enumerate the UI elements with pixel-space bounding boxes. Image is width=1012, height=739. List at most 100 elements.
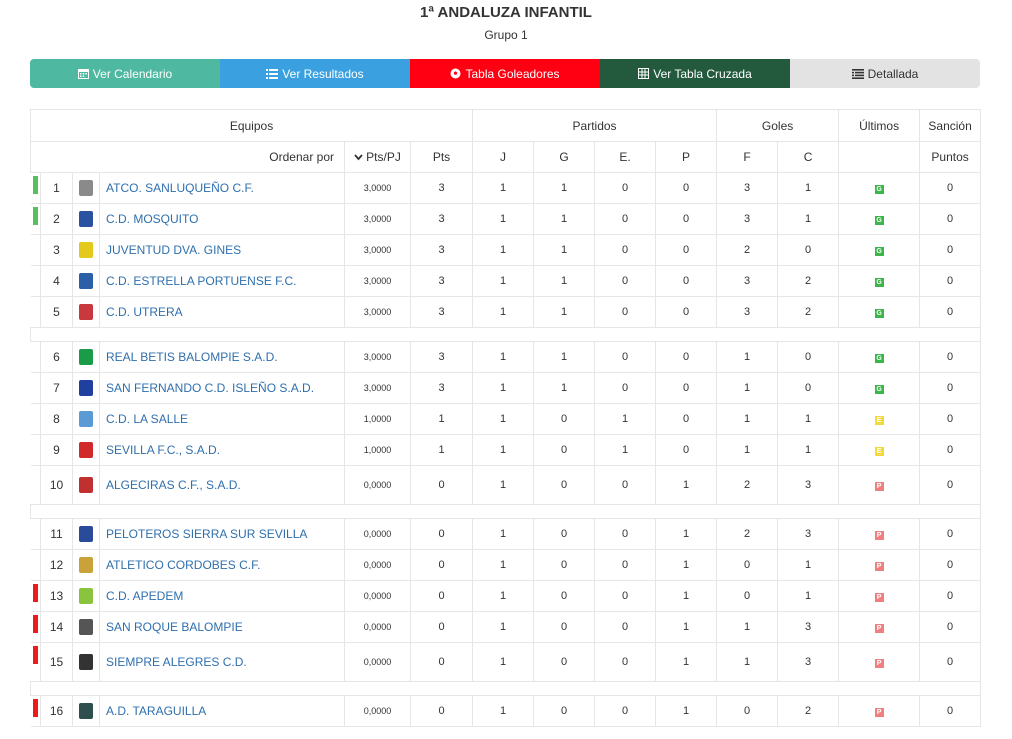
team-name-cell: SIEMPRE ALEGRES C.D. [99, 642, 345, 682]
pts-pj-cell: 3,0000 [344, 296, 411, 328]
f-cell: 0 [716, 695, 779, 727]
sancion-cell: 0 [919, 296, 982, 328]
team-link[interactable]: SEVILLA F.C., S.A.D. [106, 443, 221, 457]
team-crest-icon [79, 557, 93, 573]
position-cell: 11 [40, 518, 73, 550]
p-cell: 0 [655, 172, 718, 204]
separator-cell [29, 504, 982, 519]
detallada-label: Detallada [867, 66, 919, 81]
table-row: 10 ALGECIRAS C.F., S.A.D. 0,0000 0 1 0 0 1 2 3 P 0 [30, 465, 982, 505]
f-cell: 1 [716, 372, 779, 404]
crest-cell [72, 172, 100, 204]
last-result-cell: G [838, 265, 921, 297]
crest-cell [72, 549, 100, 581]
zone-indicator-cell [30, 434, 41, 466]
position-cell: 5 [40, 296, 73, 328]
pts-cell: 3 [409, 265, 474, 297]
position-cell: 6 [40, 341, 73, 373]
team-link[interactable]: C.D. UTRERA [106, 305, 183, 319]
last-result-badge: P [874, 708, 884, 717]
team-link[interactable]: C.D. ESTRELLA PORTUENSE F.C. [106, 274, 297, 288]
pts-pj-cell: 0,0000 [344, 518, 411, 550]
equipos-header: Equipos [29, 109, 474, 142]
team-link[interactable]: ALGECIRAS C.F., S.A.D. [106, 478, 241, 492]
team-link[interactable]: JUVENTUD DVA. GINES [106, 243, 242, 257]
last-result-cell: G [838, 234, 921, 266]
sancion-cell: 0 [919, 695, 982, 727]
pts-pj-cell: 0,0000 [344, 580, 411, 612]
p-cell: 0 [655, 341, 718, 373]
table-row: 2 C.D. MOSQUITO 3,0000 3 1 1 0 0 3 1 G 0 [30, 203, 982, 235]
pts-pj-cell: 1,0000 [344, 403, 411, 435]
zone-indicator-cell [30, 549, 41, 581]
pts-header: Pts [409, 141, 474, 173]
team-link[interactable]: REAL BETIS BALOMPIE S.A.D. [106, 350, 278, 364]
last-result-badge: G [874, 185, 884, 194]
ver-resultados-button[interactable]: Ver Resultados [220, 59, 410, 88]
detallada-button[interactable]: Detallada [790, 59, 980, 88]
team-link[interactable]: SIEMPRE ALEGRES C.D. [106, 655, 247, 669]
team-link[interactable]: PELOTEROS SIERRA SUR SEVILLA [106, 527, 308, 541]
f-cell: 1 [716, 642, 779, 682]
team-link[interactable]: C.D. MOSQUITO [106, 212, 199, 226]
sort-pts-pj-header[interactable]: Pts/PJ [344, 141, 411, 173]
pts-pj-cell: 3,0000 [344, 172, 411, 204]
team-link[interactable]: A.D. TARAGUILLA [106, 704, 207, 718]
team-link[interactable]: SAN FERNANDO C.D. ISLEÑO S.A.D. [106, 381, 315, 395]
f-cell: 2 [716, 234, 779, 266]
c-cell: 3 [777, 518, 840, 550]
last-result-badge: P [874, 624, 884, 633]
ver-calendario-button[interactable]: Ver Calendario [30, 59, 220, 88]
team-name-cell: A.D. TARAGUILLA [99, 695, 345, 727]
last-result-cell: G [838, 372, 921, 404]
group-separator-row [29, 504, 982, 519]
team-link[interactable]: ATCO. SANLUQUEÑO C.F. [106, 181, 254, 195]
position-cell: 12 [40, 549, 73, 581]
p-cell: 1 [655, 580, 718, 612]
ver-calendario-label: Ver Calendario [92, 66, 173, 81]
c-cell: 3 [777, 465, 840, 505]
grid-table-icon [638, 68, 650, 79]
f-cell: 0 [716, 580, 779, 612]
crest-cell [72, 234, 100, 266]
team-link[interactable]: C.D. APEDEM [106, 589, 184, 603]
group-separator-row [29, 681, 982, 696]
team-crest-icon [79, 442, 93, 458]
pts-cell: 3 [409, 234, 474, 266]
j-cell: 1 [472, 642, 535, 682]
pts-cell: 3 [409, 372, 474, 404]
team-crest-icon [79, 349, 93, 365]
last-result-cell: P [838, 518, 921, 550]
team-link[interactable]: SAN ROQUE BALOMPIE [106, 620, 243, 634]
p-cell: 0 [655, 203, 718, 235]
goles-header: Goles [716, 109, 840, 142]
last-result-badge: P [874, 531, 884, 540]
team-crest-icon [79, 211, 93, 227]
detail-list-icon [851, 68, 864, 79]
team-name-cell: C.D. ESTRELLA PORTUENSE F.C. [99, 265, 345, 297]
separator-cell [29, 327, 982, 342]
team-crest-icon [79, 619, 93, 635]
team-name-cell: SEVILLA F.C., S.A.D. [99, 434, 345, 466]
team-crest-icon [79, 180, 93, 196]
pts-cell: 0 [409, 695, 474, 727]
last-result-badge: G [874, 354, 884, 363]
e-cell: 0 [594, 341, 657, 373]
sancion-cell: 0 [919, 580, 982, 612]
team-link[interactable]: ATLETICO CORDOBES C.F. [106, 558, 261, 572]
pts-cell: 0 [409, 465, 474, 505]
team-link[interactable]: C.D. LA SALLE [106, 412, 189, 426]
crest-cell [72, 434, 100, 466]
sancion-cell: 0 [919, 403, 982, 435]
team-name-cell: ATLETICO CORDOBES C.F. [99, 549, 345, 581]
g-cell: 0 [533, 434, 596, 466]
team-crest-icon [79, 273, 93, 289]
table-row: 15 SIEMPRE ALEGRES C.D. 0,0000 0 1 0 0 1 1 3 P 0 [30, 642, 982, 682]
tabla-goleadores-button[interactable]: Tabla Goleadores [410, 59, 600, 88]
f-cell: 3 [716, 265, 779, 297]
ver-tabla-cruzada-button[interactable]: Ver Tabla Cruzada [600, 59, 790, 88]
sancion-cell: 0 [919, 203, 982, 235]
puntos-header: Puntos [919, 141, 982, 173]
list-icon [266, 68, 279, 79]
zone-indicator-cell [30, 642, 41, 682]
